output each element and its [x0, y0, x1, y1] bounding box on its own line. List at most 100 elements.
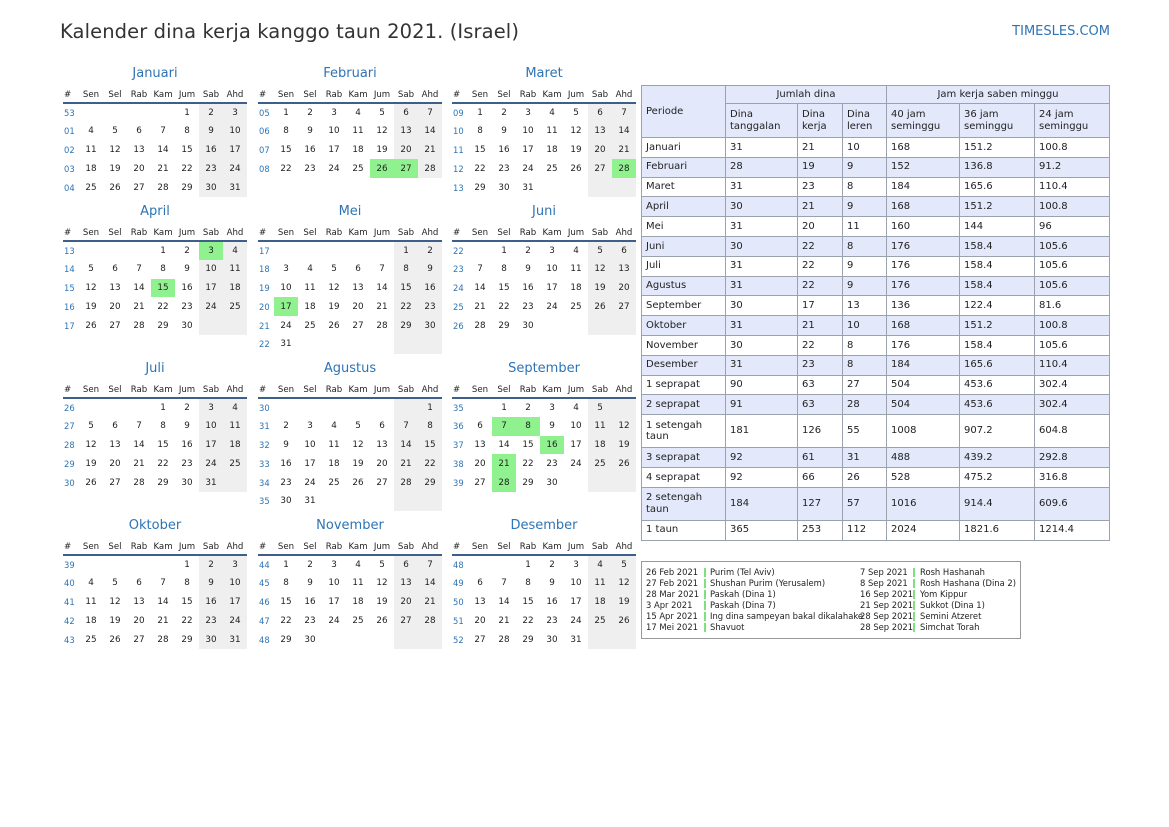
day-cell: 18 [570, 282, 582, 293]
period-label: Mei [641, 216, 726, 237]
summary-value: 181 [725, 414, 798, 449]
day-cell: 31 [280, 339, 292, 350]
day-cell: 10 [199, 259, 223, 279]
day-cell: 24 [304, 477, 316, 488]
weekday-header: Kam [346, 539, 370, 556]
day-cell: 29 [522, 477, 534, 488]
day-cell: 17 [328, 596, 340, 607]
day-cell: 26 [85, 320, 97, 331]
week-number: 08 [259, 163, 270, 174]
day-cell: 6 [379, 421, 385, 432]
weekday-header: Sen [468, 382, 492, 399]
week-number: 39 [64, 559, 75, 570]
site-link[interactable]: TIMESLES.COM [1012, 24, 1110, 39]
day-cell: 6 [136, 578, 142, 589]
weekday-header: Rab [127, 539, 151, 556]
day-cell: 7 [394, 416, 418, 436]
week-row: 10 8 9 10 11 12 13 14 [452, 121, 636, 141]
day-cell: 28 [612, 159, 636, 179]
week-row: 52 27 28 29 30 31 [452, 630, 636, 649]
period-label: 1 taun [641, 519, 726, 541]
holiday-marker [913, 612, 915, 621]
week-row: 39 1 2 3 [63, 555, 247, 574]
day-cell: 20 [394, 592, 418, 612]
day-cell: 6 [112, 421, 118, 432]
week-row: 44 1 2 3 4 5 6 7 [258, 555, 442, 574]
day-cell [151, 555, 175, 574]
day-cell: 24 [570, 458, 582, 469]
week-row: 01 4 5 6 7 8 9 10 [63, 121, 247, 141]
summary-value: 81.6 [1034, 295, 1110, 317]
week-number: 48 [259, 634, 270, 645]
week-number: 29 [64, 458, 75, 469]
day-cell [612, 316, 636, 335]
day-cell: 13 [376, 439, 388, 450]
week-number: 17 [64, 320, 75, 331]
day-cell: 7 [379, 264, 385, 275]
day-cell: 4 [549, 107, 555, 118]
summary-value: 184 [725, 486, 798, 521]
summary-value: 10 [842, 137, 887, 158]
weekday-header: Sel [298, 382, 322, 399]
day-cell: 21 [418, 140, 442, 160]
day-cell: 20 [474, 615, 486, 626]
day-cell: 8 [283, 126, 289, 137]
day-cell: 8 [160, 421, 166, 432]
holiday-item: 16 Sep 2021 Yom Kippur [860, 589, 1020, 600]
week-number: 06 [259, 126, 270, 137]
weekday-header: Sen [79, 225, 103, 242]
holiday-item: 28 Sep 2021 Semini Atzeret [860, 611, 1020, 622]
summary-value: 23 [797, 354, 843, 376]
day-cell [127, 241, 151, 260]
day-cell: 14 [157, 596, 169, 607]
day-cell: 13 [474, 596, 486, 607]
day-cell: 23 [546, 458, 558, 469]
weekday-header: Kam [540, 225, 564, 242]
day-cell [612, 630, 636, 649]
day-cell: 18 [223, 278, 247, 298]
day-cell: 22 [280, 615, 292, 626]
day-cell: 8 [184, 126, 190, 137]
week-row: 51 20 21 22 23 24 25 26 [452, 611, 636, 631]
day-cell: 21 [492, 454, 516, 474]
day-cell: 9 [199, 573, 223, 593]
day-cell: 1 [184, 107, 190, 118]
day-cell: 19 [612, 592, 636, 612]
month-name: Oktober [128, 518, 182, 533]
col-dina-kerja: Dina kerja [797, 103, 843, 138]
day-cell: 3 [283, 264, 289, 275]
summary-value: 90 [725, 374, 798, 396]
weekday-header: Kam [151, 539, 175, 556]
holiday-item: 27 Feb 2021 Shushan Purim (Yerusalem) [646, 578, 856, 589]
week-row: 35 30 31 [258, 491, 442, 511]
day-cell: 26 [612, 611, 636, 631]
day-cell: 12 [352, 439, 364, 450]
week-number: 53 [64, 107, 75, 118]
week-row: 41 11 12 13 14 15 16 17 [63, 592, 247, 612]
month-table: # Sen Sel Rab Kam Jum Sab Ahd 39 1 2 3 40 4 5 6 7 8 9 10 41 1… [63, 539, 247, 649]
summary-value: 22 [797, 334, 843, 356]
week-number-header: # [258, 87, 274, 104]
summary-value: 126 [797, 414, 843, 449]
page-title: Kalender dina kerja kanggo taun 2021. (I… [60, 20, 520, 43]
summary-row: 3 seprapat 92 61 31 488 439.2 292.8 [641, 447, 1110, 468]
summary-value: 168 [886, 137, 960, 158]
summary-value: 22 [797, 235, 843, 257]
day-cell: 1 [283, 559, 289, 570]
summary-value: 176 [886, 255, 960, 277]
day-cell: 31 [304, 496, 316, 507]
day-cell: 24 [546, 301, 558, 312]
weekday-header: Sen [274, 382, 298, 399]
day-cell: 15 [498, 282, 510, 293]
day-cell [79, 103, 103, 122]
week-number: 45 [259, 578, 270, 589]
weekday-header: Jum [564, 87, 588, 104]
week-row: 24 14 15 16 17 18 19 20 [452, 278, 636, 298]
weekday-header: Sen [79, 87, 103, 104]
weekday-header: Sel [492, 87, 516, 104]
month-name: November [316, 518, 384, 533]
day-cell: 20 [109, 458, 121, 469]
period-label: April [641, 196, 726, 218]
weekday-header: Sel [298, 225, 322, 242]
day-cell: 11 [352, 126, 364, 137]
